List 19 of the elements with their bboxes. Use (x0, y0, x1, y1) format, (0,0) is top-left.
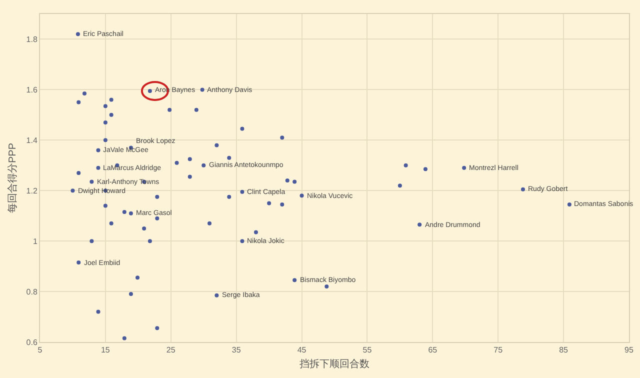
y-axis-title: 每回合得分PPP (6, 142, 18, 214)
x-tick-label: 15 (100, 346, 110, 355)
y-tick-label: 0.6 (26, 338, 38, 347)
x-tick-label: 5 (38, 346, 43, 355)
y-tick-label: 1.8 (26, 35, 38, 44)
x-tick-label: 85 (559, 346, 569, 355)
x-tick-label: 55 (362, 346, 372, 355)
x-tick-label: 75 (494, 346, 504, 355)
y-tick-label: 1 (32, 236, 38, 246)
x-tick-label: 45 (297, 346, 307, 355)
y-tick-label: 0.8 (26, 287, 38, 296)
y-tick-label: 1.4 (26, 136, 38, 145)
x-tick-label: 65 (428, 346, 438, 355)
x-tick-label: 25 (166, 346, 176, 355)
x-tick-label: 35 (232, 346, 242, 355)
y-tick-label: 1.2 (26, 186, 38, 196)
x-tick-label: 95 (624, 346, 634, 355)
x-axis-title: 挡拆下顺回合数 (300, 358, 370, 370)
y-tick-label: 1.6 (26, 85, 38, 94)
